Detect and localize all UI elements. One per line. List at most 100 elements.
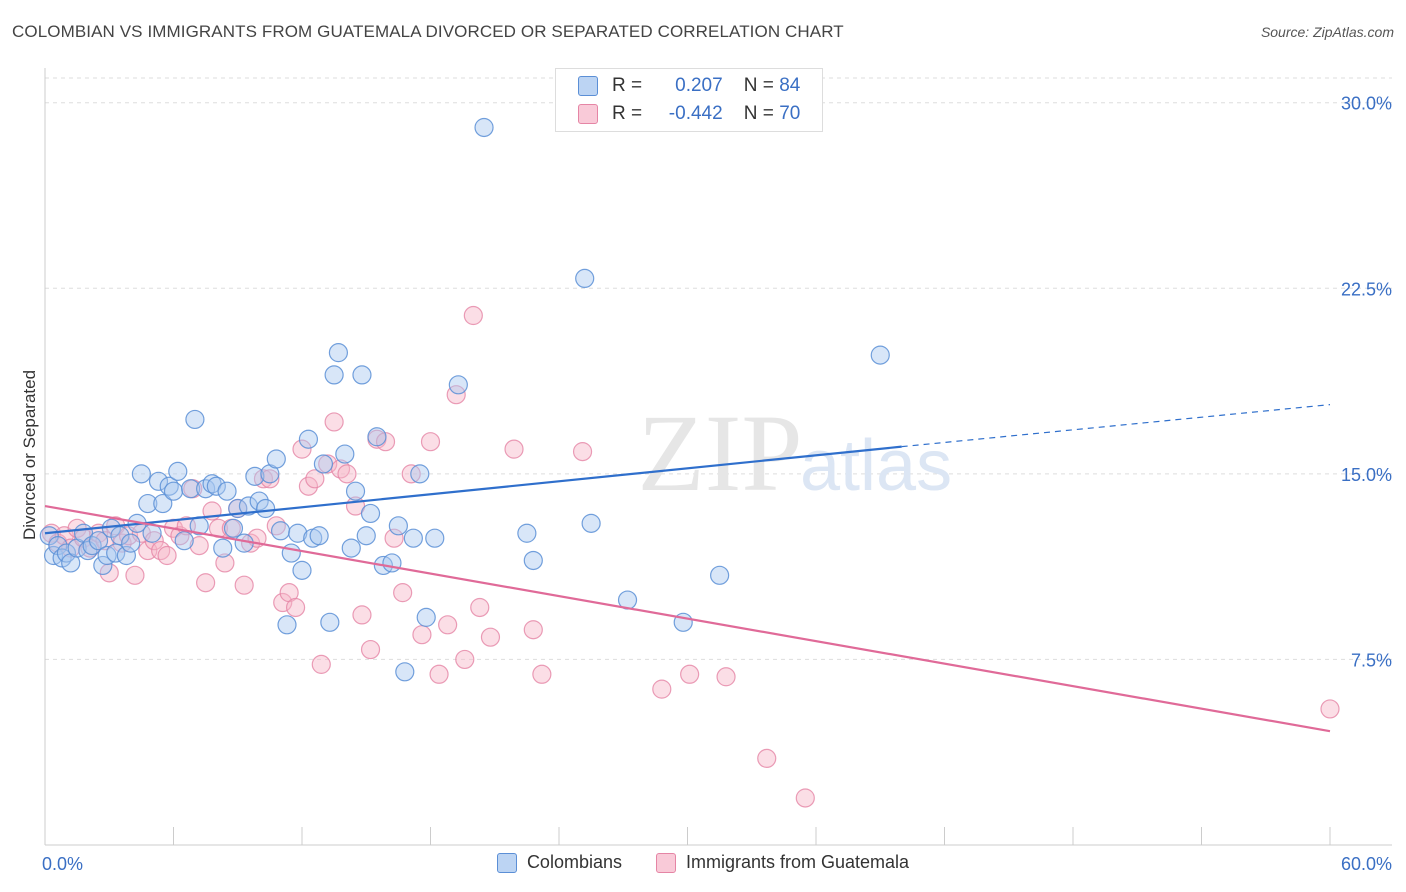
- data-point-colombians: [320, 612, 340, 632]
- data-point-guatemala: [412, 625, 432, 645]
- data-point-guatemala: [572, 442, 593, 462]
- data-point-colombians: [517, 523, 537, 543]
- data-point-guatemala: [420, 432, 441, 452]
- data-point-colombians: [174, 531, 194, 551]
- data-point-guatemala: [393, 583, 413, 603]
- watermark-zip: ZIP: [638, 392, 803, 514]
- legend-item-colombians[interactable]: Colombians: [496, 852, 622, 873]
- data-point-guatemala: [360, 639, 381, 660]
- data-point-colombians: [335, 444, 355, 464]
- data-point-colombians: [367, 427, 387, 447]
- data-point-guatemala: [125, 565, 145, 585]
- legend-n-label: N =: [743, 103, 774, 124]
- data-point-guatemala: [157, 545, 177, 566]
- legend-r-label: R =: [612, 75, 643, 96]
- data-point-colombians: [163, 481, 184, 501]
- y-tick-label: 22.5%: [1341, 279, 1392, 299]
- data-point-guatemala: [384, 528, 404, 548]
- data-point-colombians: [138, 493, 158, 514]
- chart-title: COLOMBIAN VS IMMIGRANTS FROM GUATEMALA D…: [12, 22, 844, 41]
- legend-r-value: -0.442: [668, 103, 723, 124]
- legend-n-value: 70: [779, 103, 801, 124]
- data-point-guatemala: [337, 464, 357, 484]
- data-point-colombians: [185, 409, 205, 430]
- legend-swatch-pink: [578, 104, 598, 124]
- x-tick-label: 60.0%: [1341, 854, 1392, 874]
- data-point-guatemala: [795, 788, 815, 808]
- data-point-colombians: [313, 454, 334, 474]
- data-point-guatemala: [324, 412, 344, 432]
- trend-line-guatemala: [44, 504, 1331, 733]
- legend-n-value: 84: [779, 75, 801, 96]
- data-point-guatemala: [1320, 699, 1340, 719]
- trend-line-colombians: [44, 445, 902, 535]
- data-point-colombians: [581, 513, 601, 533]
- data-point-colombians: [116, 545, 136, 566]
- data-point-colombians: [288, 523, 308, 543]
- data-point-colombians: [213, 538, 233, 558]
- data-point-colombians: [356, 526, 376, 546]
- data-point-guatemala: [455, 649, 475, 670]
- data-point-colombians: [870, 345, 890, 365]
- data-point-colombians: [710, 565, 730, 585]
- data-point-guatemala: [532, 664, 552, 684]
- data-point-guatemala: [463, 305, 483, 326]
- legend-swatch-blue: [496, 852, 517, 873]
- y-tick-label: 30.0%: [1341, 94, 1392, 114]
- legend-swatch-blue: [578, 76, 598, 96]
- data-point-colombians: [181, 479, 201, 499]
- data-point-guatemala: [523, 620, 543, 640]
- data-point-guatemala: [311, 654, 331, 674]
- data-point-colombians: [153, 493, 173, 514]
- data-point-colombians: [523, 550, 543, 571]
- data-point-colombians: [425, 528, 445, 548]
- data-point-colombians: [324, 365, 344, 385]
- data-point-colombians: [474, 117, 494, 138]
- y-tick-label: 7.5%: [1351, 650, 1392, 670]
- data-point-guatemala: [504, 439, 524, 459]
- legend-n-label: N =: [743, 75, 774, 96]
- data-point-colombians: [56, 543, 77, 563]
- data-point-guatemala: [144, 531, 164, 551]
- data-point-colombians: [575, 268, 595, 289]
- data-point-guatemala: [196, 573, 216, 593]
- data-point-guatemala: [260, 469, 280, 489]
- data-point-colombians: [448, 375, 468, 395]
- data-point-colombians: [309, 526, 329, 546]
- data-point-colombians: [395, 662, 415, 682]
- data-point-colombians: [255, 498, 276, 519]
- data-point-colombians: [360, 503, 381, 524]
- data-point-colombians: [88, 531, 109, 551]
- tick-labels: 7.5% 15.0% 22.5% 30.0% 0.0% 60.0%: [42, 94, 1392, 874]
- data-point-colombians: [206, 476, 226, 496]
- source-label: Source: ZipAtlas.com: [1260, 24, 1394, 40]
- data-point-guatemala: [189, 536, 209, 556]
- data-point-colombians: [416, 607, 436, 627]
- data-point-colombians: [121, 533, 141, 553]
- data-point-guatemala: [438, 615, 458, 635]
- legend-row-guatemala: R = -0.442 N = 70: [578, 101, 800, 127]
- data-point-colombians: [298, 429, 319, 449]
- data-point-colombians: [249, 491, 269, 511]
- legend-item-guatemala[interactable]: Immigrants from Guatemala: [655, 852, 909, 873]
- data-point-guatemala: [480, 627, 501, 647]
- y-axis-label: Divorced or Separated: [20, 369, 39, 541]
- data-point-colombians: [131, 464, 151, 484]
- data-point-colombians: [266, 449, 286, 469]
- data-point-guatemala: [234, 575, 254, 595]
- data-point-guatemala: [285, 597, 306, 618]
- data-point-guatemala: [652, 679, 672, 699]
- data-point-colombians: [82, 536, 102, 556]
- data-point-guatemala: [429, 664, 449, 684]
- data-point-colombians: [245, 466, 265, 486]
- axes: [44, 68, 1392, 846]
- data-point-guatemala: [318, 454, 338, 474]
- y-tick-label: 15.0%: [1341, 465, 1392, 485]
- watermark-atlas: atlas: [800, 426, 952, 506]
- data-point-guatemala: [273, 592, 293, 613]
- data-point-guatemala: [716, 667, 736, 687]
- data-point-colombians: [93, 555, 113, 576]
- data-point-colombians: [328, 343, 349, 363]
- trend-line-colombians-extension: [901, 403, 1331, 448]
